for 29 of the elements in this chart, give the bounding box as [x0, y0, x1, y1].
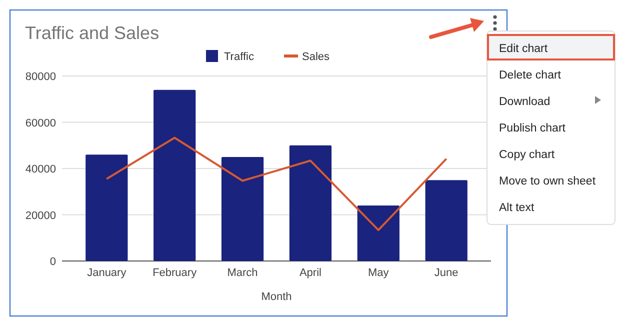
bar: [289, 145, 332, 261]
bar: [357, 206, 400, 261]
legend-label: Sales: [302, 51, 330, 63]
x-tick-label: March: [227, 267, 258, 279]
chart-title: Traffic and Sales: [25, 23, 160, 43]
text: Edit chart: [499, 43, 548, 55]
x-tick-label: June: [434, 267, 458, 279]
text: Copy chart: [499, 149, 556, 161]
x-tick-label: January: [87, 267, 127, 279]
line-series: [106, 136, 448, 232]
y-tick-label: 0: [50, 256, 56, 268]
bar: [154, 90, 196, 261]
legend-label: Traffic: [224, 51, 254, 63]
x-tick-label: April: [299, 267, 322, 279]
x-axis-title: Month: [261, 291, 292, 303]
bar: [425, 180, 468, 261]
text: Publish chart: [499, 122, 566, 134]
y-tick-label: 20000: [25, 210, 56, 222]
x-tick-label: February: [152, 267, 198, 279]
text: Delete chart: [499, 70, 562, 82]
text: Alt text: [499, 202, 535, 214]
bar: [221, 156, 264, 261]
y-tick-label: 80000: [25, 71, 56, 83]
y-tick-label: 40000: [25, 164, 56, 176]
y-tick-label: 60000: [25, 117, 56, 130]
text: Move to own sheet: [499, 176, 596, 188]
x-tick-label: May: [368, 267, 390, 279]
bar: [86, 154, 128, 261]
text: Download: [499, 96, 550, 108]
